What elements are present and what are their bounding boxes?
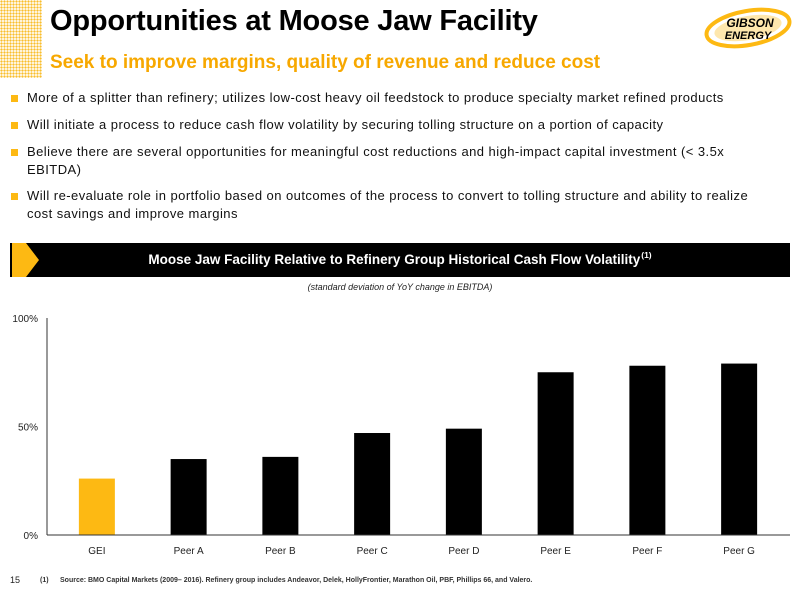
gibson-energy-logo: GIBSON ENERGY — [704, 7, 792, 49]
x-tick-label-peer-a: Peer A — [174, 546, 204, 557]
bullet-text: Believe there are several opportunities … — [27, 144, 725, 159]
chart-title-footnote-marker: (1) — [641, 250, 652, 260]
bars-layer — [78, 363, 758, 535]
x-tick-label-gei: GEI — [88, 546, 105, 557]
page-subtitle: Seek to improve margins, quality of reve… — [50, 52, 601, 73]
x-tick-label-peer-b: Peer B — [265, 546, 296, 557]
bullet-square-icon — [11, 95, 18, 102]
bar-peer-g — [721, 363, 758, 535]
bar-peer-c — [354, 433, 391, 535]
banner-chevron-icon — [12, 243, 39, 277]
y-tick-label: 50% — [18, 423, 38, 434]
bullet-square-icon — [11, 193, 18, 200]
logo-line1: GIBSON — [726, 16, 774, 30]
bar-peer-a — [170, 459, 207, 535]
logo-line2: ENERGY — [725, 30, 773, 42]
bullet-text-continued: EBITDA) — [27, 162, 82, 177]
bullet-square-icon — [11, 122, 18, 129]
chart-title-banner: Moose Jaw Facility Relative to Refinery … — [10, 243, 790, 277]
bullet-text: More of a splitter than refinery; utiliz… — [27, 90, 724, 105]
x-tick-label-peer-g: Peer G — [723, 546, 755, 557]
footnote-text: Source: BMO Capital Markets (2009– 2016)… — [60, 577, 533, 584]
page-title: Opportunities at Moose Jaw Facility — [50, 5, 538, 37]
x-tick-label-peer-c: Peer C — [357, 546, 388, 557]
bullet-text-continued: cost savings and improve margins — [27, 206, 238, 221]
bullet-square-icon — [11, 149, 18, 156]
bar-peer-b — [262, 456, 299, 535]
page-number: 15 — [10, 575, 21, 585]
corner-pattern-decoration — [0, 0, 42, 78]
bar-chart: 100% 50% 0% GEI Peer A Peer B Peer C Peer D Peer… — [12, 314, 790, 557]
x-tick-label-peer-e: Peer E — [540, 546, 571, 557]
bullet-text: Will initiate a process to reduce cash f… — [27, 117, 664, 132]
footnote-marker: (1) — [40, 577, 49, 584]
bar-peer-f — [629, 365, 666, 535]
chart-subtitle: (standard deviation of YoY change in EBI… — [307, 282, 493, 292]
y-tick-label: 0% — [24, 531, 39, 542]
bar-peer-d — [445, 428, 482, 535]
x-tick-label-peer-d: Peer D — [448, 546, 479, 557]
y-tick-label: 100% — [12, 314, 38, 325]
bar-peer-e — [537, 372, 574, 535]
chart-title: Moose Jaw Facility Relative to Refinery … — [10, 243, 790, 277]
labels-layer: 100% 50% 0% GEI Peer A Peer B Peer C Peer D Peer… — [12, 314, 755, 557]
chart-title-text: Moose Jaw Facility Relative to Refinery … — [148, 252, 641, 267]
bullet-text: Will re-evaluate role in portfolio based… — [27, 188, 749, 203]
x-tick-label-peer-f: Peer F — [632, 546, 662, 557]
bar-gei — [78, 478, 115, 535]
